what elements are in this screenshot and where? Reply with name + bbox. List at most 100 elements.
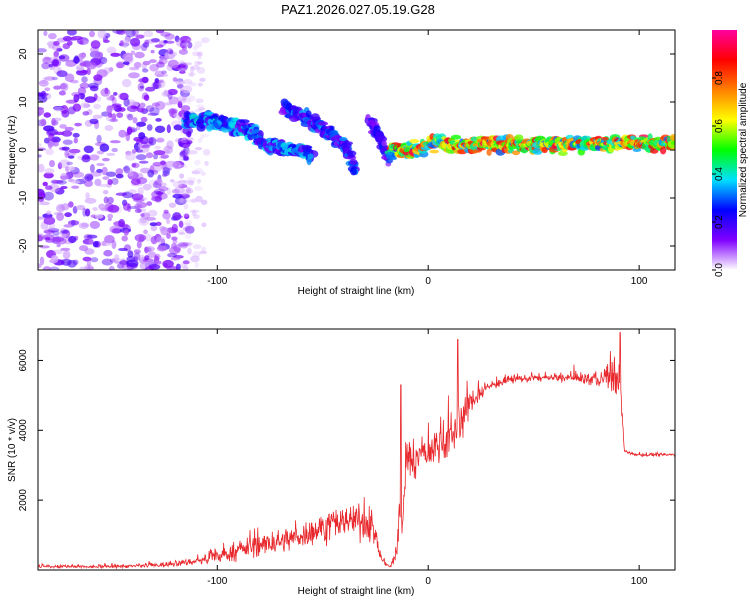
spectral-blob [168,202,177,208]
spectral-blob [116,30,126,35]
spectral-blob [182,94,188,101]
spectral-blob [114,105,123,112]
spectral-blob [112,30,124,34]
spectral-blob [164,40,175,44]
y-tick-label: -20 [18,238,29,253]
spectral-blob [194,40,203,48]
spectral-blob [38,143,42,147]
spectral-blob [96,168,103,173]
spectral-blob [310,113,320,121]
spectral-blob [160,32,171,37]
spectral-blob [186,177,197,183]
spectral-blob [84,264,94,270]
spectral-blob [142,183,152,191]
spectral-blob [170,257,181,261]
spectral-blob [58,90,66,96]
spectral-blob [110,52,121,57]
spectral-blob [118,219,126,228]
spectral-blob [212,114,219,120]
spectral-blob [84,248,95,255]
spectral-blob [149,222,158,227]
spectral-blob [191,51,200,57]
spectral-blob [118,92,128,100]
spectral-blob [136,240,142,249]
spectral-blob [61,109,70,118]
spectral-blob [149,107,160,116]
spectral-blob [144,255,150,261]
spectral-blob [345,141,353,146]
colorbar-label: Normalized spectral amplitude [738,82,749,217]
spectral-blob [189,72,197,76]
spectral-blob [182,180,190,186]
spectral-blob [107,204,120,213]
spectral-blob [381,140,388,147]
spectral-blob [192,244,202,250]
spectral-blob [194,159,201,166]
spectral-blob [64,149,70,158]
spectral-blob [100,88,111,97]
spectral-blob [143,229,148,235]
spectral-blob [56,212,65,221]
spectral-blob [62,35,73,42]
spectral-blob [150,235,158,245]
spectral-blob [194,262,200,268]
spectral-blob [45,148,54,156]
spectral-blob [160,160,166,166]
spectral-blob [179,40,187,49]
spectral-blob [107,179,113,185]
spectral-blob [43,191,54,201]
spectral-blob [118,247,128,252]
spectral-blob [167,91,173,100]
spectral-blob [42,266,52,270]
spectral-blob [156,73,169,77]
spectral-blob [190,66,195,74]
spectral-blob [153,150,166,156]
spectral-blob [195,195,203,203]
spectral-blob [145,152,154,159]
spectral-blob [145,86,156,92]
spectral-blob [61,233,67,239]
spectral-blob [101,258,114,266]
spectral-blob [48,32,57,40]
spectral-blob [659,146,667,155]
spectral-blob [53,105,65,111]
y-tick-label: 6000 [18,349,29,372]
spectral-blob [72,259,79,265]
spectral-blob [39,256,45,266]
spectral-blob [79,40,84,45]
spectral-blob [128,172,134,177]
spectrogram-y-axis: -20 -10 0 10 20 [18,48,675,253]
x-tick-label: 100 [631,276,648,287]
spectral-blob [70,219,76,226]
spectral-blob [148,59,157,64]
spectral-blob [126,259,139,268]
spectral-blob [670,140,675,145]
spectral-blob [154,70,165,78]
spectral-blob [194,185,204,192]
spectral-blob [151,102,161,107]
spectral-blob [41,62,50,70]
spectral-blob [167,59,179,69]
spectral-blob [56,70,68,78]
spectral-blob [191,210,197,217]
spectral-blob [179,173,185,179]
spectral-blob [186,38,193,42]
spectral-blob [45,185,53,191]
spectral-blob [107,213,114,219]
spectral-blob [150,49,155,54]
spectral-blob [181,139,188,144]
spectral-blob [92,240,99,248]
spectral-blob [409,138,420,144]
spectral-blob [86,175,94,181]
spectral-blob [73,137,79,144]
spectral-blob [151,81,162,90]
spectral-blob [187,150,198,155]
spectral-blob [80,102,89,109]
spectral-blob [60,175,69,180]
spectral-blob [155,221,162,227]
spectral-blob [137,82,145,92]
spectral-blob [122,202,131,211]
spectral-blob [86,234,98,239]
spectral-blob [154,79,164,84]
spectral-blob [306,157,312,166]
